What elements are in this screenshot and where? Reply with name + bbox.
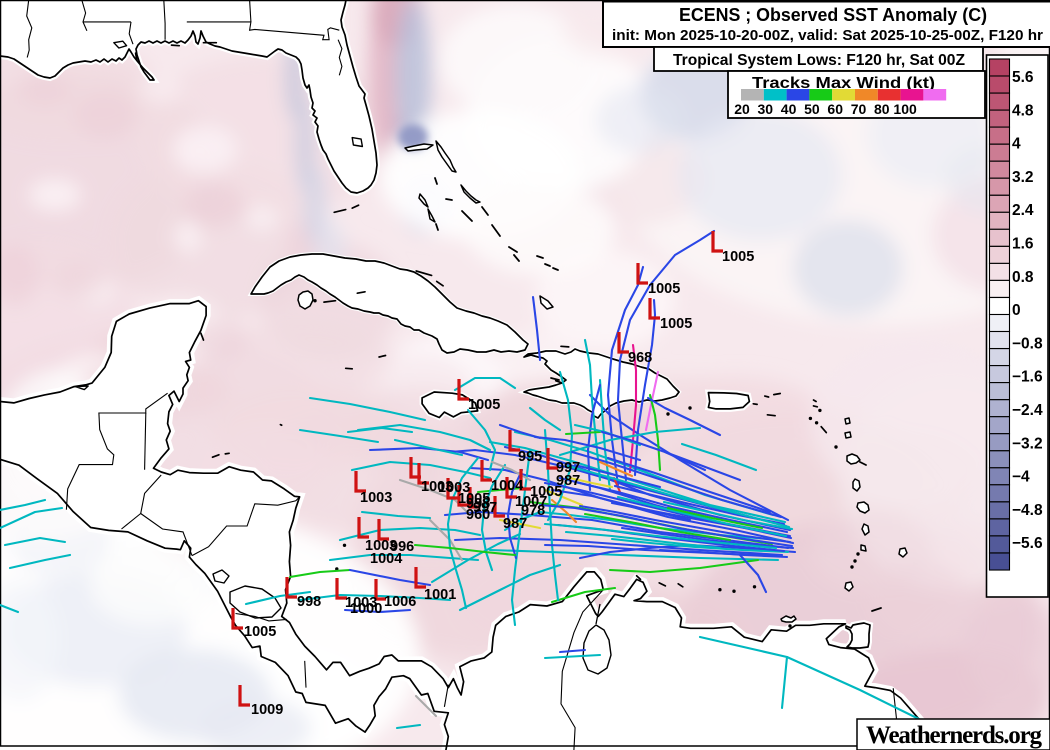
svg-text:998: 998 — [466, 496, 490, 512]
svg-text:997: 997 — [556, 460, 580, 476]
svg-text:−0.8: −0.8 — [1012, 335, 1043, 352]
svg-text:1000: 1000 — [350, 601, 382, 617]
svg-text:1003: 1003 — [421, 479, 453, 495]
svg-text:2.4: 2.4 — [1012, 202, 1034, 219]
svg-text:1005: 1005 — [458, 491, 490, 507]
svg-text:1003: 1003 — [360, 490, 392, 506]
svg-text:Tropical System Lows: F120 hr,: Tropical System Lows: F120 hr, Sat 00Z — [673, 52, 966, 69]
svg-text:60: 60 — [827, 101, 843, 117]
svg-text:996: 996 — [390, 539, 414, 555]
svg-text:1005: 1005 — [722, 249, 754, 265]
svg-text:3.2: 3.2 — [1012, 169, 1034, 186]
svg-text:−5.6: −5.6 — [1012, 535, 1043, 552]
svg-text:1005: 1005 — [244, 624, 276, 640]
svg-text:1003: 1003 — [365, 538, 397, 554]
svg-text:1003: 1003 — [438, 480, 470, 496]
svg-text:20: 20 — [734, 101, 750, 117]
svg-text:Tracks Max Wind (kt): Tracks Max Wind (kt) — [752, 75, 935, 92]
svg-text:50: 50 — [804, 101, 820, 117]
svg-text:987: 987 — [503, 516, 527, 532]
svg-text:100: 100 — [893, 101, 917, 117]
svg-text:1009: 1009 — [251, 702, 283, 718]
svg-text:ECENS ; Observed SST Anomaly (: ECENS ; Observed SST Anomaly (C) — [679, 4, 987, 25]
svg-text:1004: 1004 — [370, 551, 402, 567]
svg-text:−3.2: −3.2 — [1012, 435, 1043, 452]
svg-text:4.8: 4.8 — [1012, 102, 1034, 119]
svg-text:5.6: 5.6 — [1012, 69, 1034, 86]
svg-text:995: 995 — [518, 449, 542, 465]
svg-text:1001: 1001 — [424, 587, 456, 603]
svg-text:978: 978 — [521, 503, 545, 519]
svg-text:4: 4 — [1012, 136, 1021, 153]
svg-text:998: 998 — [297, 594, 321, 610]
svg-text:1005: 1005 — [648, 281, 680, 297]
svg-text:1003: 1003 — [345, 595, 377, 611]
svg-text:1005: 1005 — [530, 484, 562, 500]
svg-text:70: 70 — [851, 101, 867, 117]
svg-text:−1.6: −1.6 — [1012, 369, 1043, 386]
svg-text:−4.8: −4.8 — [1012, 502, 1043, 519]
svg-text:−2.4: −2.4 — [1012, 402, 1043, 419]
svg-text:0.8: 0.8 — [1012, 269, 1034, 286]
svg-text:30: 30 — [758, 101, 774, 117]
svg-text:960: 960 — [466, 507, 490, 523]
svg-text:968: 968 — [628, 350, 652, 366]
svg-text:Weathernerds.org: Weathernerds.org — [866, 722, 1043, 749]
svg-text:1005: 1005 — [468, 397, 500, 413]
svg-text:987: 987 — [556, 473, 580, 489]
svg-text:1007: 1007 — [515, 494, 547, 510]
svg-text:1004: 1004 — [491, 478, 523, 494]
svg-text:−4: −4 — [1012, 469, 1030, 486]
svg-text:1005: 1005 — [660, 316, 692, 332]
svg-text:init: Mon 2025-10-20-00Z, vali: init: Mon 2025-10-20-00Z, valid: Sat 202… — [612, 27, 1043, 44]
svg-text:1.6: 1.6 — [1012, 236, 1034, 253]
svg-text:0: 0 — [1012, 302, 1021, 319]
svg-text:997: 997 — [473, 500, 497, 516]
svg-text:40: 40 — [781, 101, 797, 117]
svg-text:80: 80 — [874, 101, 890, 117]
svg-text:1006: 1006 — [384, 594, 416, 610]
